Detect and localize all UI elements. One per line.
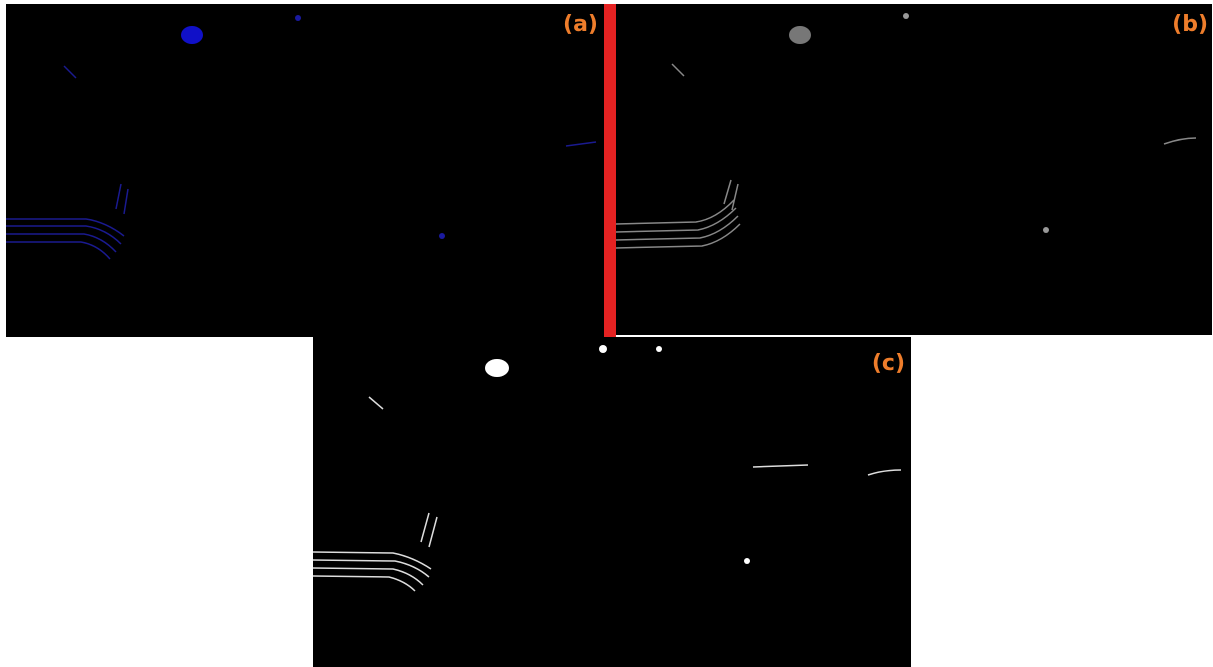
- page: (a) (b) (c) (() => { const data: [0, 0, 1213, 667]
- separator: [604, 4, 616, 337]
- panel-label: (b): [1172, 12, 1208, 37]
- panel-c: (c): [313, 337, 911, 667]
- panel-a: (a): [6, 4, 604, 337]
- panel-label: (c): [872, 351, 905, 376]
- panel-b-image: [616, 4, 1212, 335]
- panel-b: (b): [616, 4, 1212, 335]
- panel-c-image: [313, 337, 911, 667]
- panel-a-image: [6, 4, 604, 337]
- panel-label: (a): [563, 12, 598, 37]
